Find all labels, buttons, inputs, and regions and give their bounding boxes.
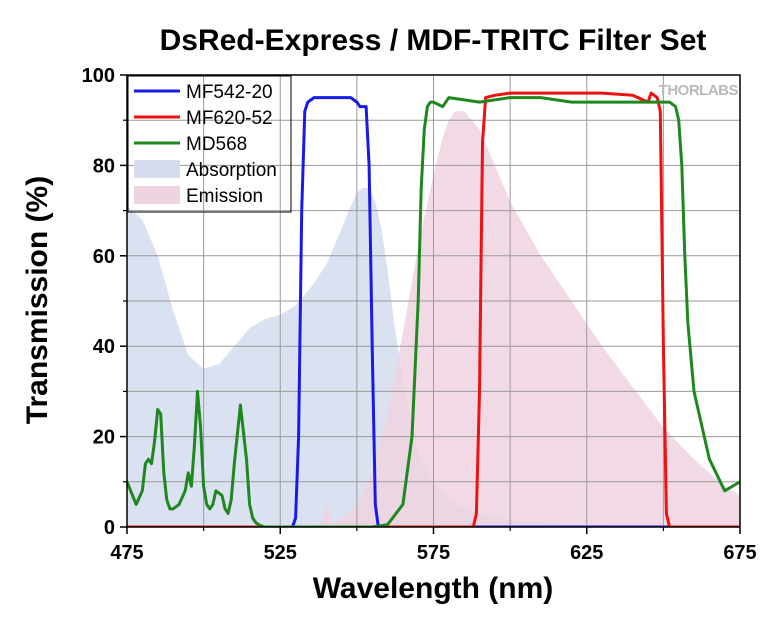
legend-label: Emission [186, 186, 263, 207]
y-tick-label: 40 [93, 336, 115, 358]
legend-label: MD568 [186, 134, 247, 155]
line-mf620-52 [127, 91, 740, 527]
line-mf542-20 [127, 96, 740, 527]
x-tick-label: 475 [110, 542, 143, 564]
x-tick-label: 525 [264, 542, 297, 564]
legend-box [127, 75, 292, 213]
x-axis-label: Wavelength (nm) [313, 572, 554, 605]
line-series-group [127, 91, 740, 527]
line-md568 [127, 96, 740, 527]
x-tick-label: 575 [417, 542, 450, 564]
axis-ticks: 475 525 575 625 675 0 20 40 60 80 100 [82, 65, 757, 564]
y-tick-label: 0 [104, 517, 115, 539]
y-tick-label: 60 [93, 246, 115, 268]
legend-label: MF620-52 [186, 108, 273, 129]
grid-lines [127, 75, 740, 527]
y-axis-label: Transmission (%) [21, 176, 54, 424]
x-tick-label: 625 [570, 542, 603, 564]
y-tick-label: 100 [82, 65, 115, 87]
legend: MF542-20 MF620-52 MD568 Absorption Emission [127, 75, 292, 213]
y-tick-label: 20 [93, 427, 115, 449]
watermark-logo: THORLABS [659, 82, 739, 99]
y-tick-label: 80 [93, 155, 115, 177]
legend-label: MF542-20 [186, 82, 273, 103]
chart-title: DsRed-Express / MDF-TRITC Filter Set [160, 24, 707, 57]
legend-label: Absorption [186, 160, 277, 181]
x-tick-label: 675 [723, 542, 756, 564]
legend-swatch [134, 186, 180, 204]
legend-swatch [134, 160, 180, 178]
